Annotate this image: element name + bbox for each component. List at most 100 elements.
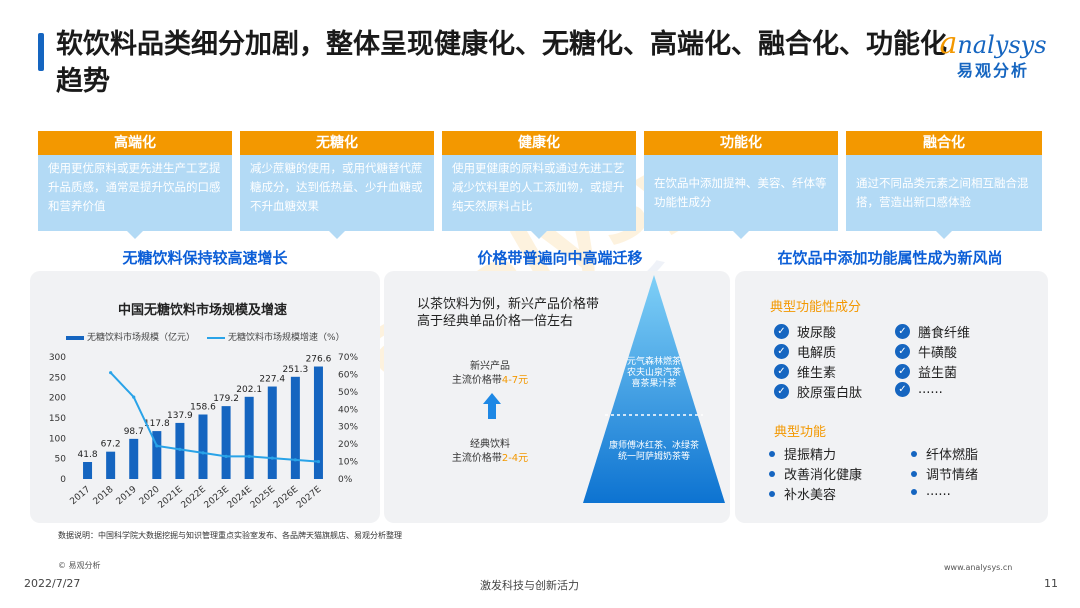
check-icon: ✓ [774,364,789,379]
function-label: 调节情绪 [926,468,979,483]
trend-card-fusion: 融合化 通过不同品类元素之间相互融合混搭，营造出新口感体验 [846,131,1042,239]
new-product-label: 新兴产品 主流价格带4-7元 [440,360,540,388]
price-pyramid [583,275,725,503]
y-left-tick: 300 [49,353,66,363]
new-price-prefix: 主流价格带 [451,375,502,386]
trend-title: 无糖化 [240,131,434,155]
growth-point [132,395,136,399]
bar-value-label: 227.4 [259,375,285,385]
trend-desc: 使用更健康的原料或通过先进工艺减少饮料里的人工添加物，或提升纯天然原料占比 [442,155,636,239]
y-left-tick: 150 [49,414,66,424]
chart-bar [152,431,162,479]
classic-product-label: 经典饮料 主流价格带2-4元 [440,438,540,466]
legend-bar-label: 无糖饮料市场规模（亿元） [87,333,196,343]
legend-line-swatch [207,336,226,339]
pyramid-shape [583,275,725,503]
chart-bar [83,462,93,479]
function-item: 纤体燃脂 [911,444,978,463]
logo-en: analysys [928,26,1058,61]
function-label: 补水美容 [784,488,837,503]
new-price: 4-7元 [501,375,529,386]
trend-card-healthy: 健康化 使用更健康的原料或通过先进工艺减少饮料里的人工添加物，或提升纯天然原料占… [442,131,636,239]
chart-bar [244,396,254,479]
y-right-tick: 40% [338,405,358,415]
bar-value-label: 179.2 [213,394,239,404]
function-item: 补水美容 [769,484,836,503]
trend-desc: 减少蔗糖的使用，或用代糖替代蔗糖成分，达到低热量、少升血糖或不升血糖效果 [240,155,434,239]
trend-title: 健康化 [442,131,636,155]
growth-point [155,444,159,448]
chart-bar [267,386,277,479]
chart-title: 中国无糖饮料市场规模及增速 [118,303,288,318]
ingredient-label: ...... [918,382,943,397]
check-icon: ✓ [774,344,789,359]
y-right-tick: 60% [338,370,358,380]
chart-legend: 无糖饮料市场规模（亿元） 无糖饮料市场规模增速（%） [66,330,345,343]
y-right-tick: 50% [338,388,358,398]
bar-value-label: 41.8 [78,450,98,460]
bottom-product: 康师傅冰红茶、冰绿茶 [608,441,699,451]
check-icon: ✓ [895,364,910,379]
function-label: 改善消化健康 [784,468,863,483]
function-label: 纤体燃脂 [926,448,979,463]
function-item: ...... [911,484,951,499]
x-tick-label: 2017 [68,485,92,507]
y-right-tick: 10% [338,458,358,468]
growth-point [293,458,297,462]
bar-value-label: 251.3 [282,365,308,375]
x-tick-label: 2018 [92,484,116,507]
y-left-tick: 100 [49,434,66,444]
bullet-icon [911,488,917,495]
bar-value-label: 202.1 [236,385,262,395]
legend-line-label: 无糖饮料市场规模增速（%） [228,333,345,343]
y-right-tick: 20% [338,440,358,450]
analysys-logo: analysys 易观分析 [928,26,1058,81]
x-tick-label: 2019 [115,484,139,507]
growth-point [201,451,205,455]
trend-desc: 使用更优原料或更先进生产工艺提升品质感，通常是提升饮品的口感和营养价值 [38,155,232,239]
bullet-icon [911,450,917,457]
function-label: ...... [926,484,951,499]
check-icon: ✓ [774,384,789,399]
ingredient-label: 玻尿酸 [797,326,837,341]
functions-title: 典型功能 [774,425,827,440]
ingredient-item: ✓ 电解质 [774,342,836,361]
check-icon: ✓ [774,324,789,339]
growth-point [178,447,182,451]
footer-url[interactable]: www.analysys.cn [944,563,1013,572]
y-left-tick: 0 [60,475,66,485]
x-tick-label: 2024E [226,484,255,510]
ingredients-title: 典型功能性成分 [770,300,862,315]
chart-bar [313,366,323,479]
page-number: 11 [1044,577,1058,590]
chart-bar [106,451,116,479]
logo-letter-a: a [939,26,958,61]
classic-product-name: 经典饮料 [470,439,510,450]
trend-cards: 高端化 使用更优原料或更先进生产工艺提升品质感，通常是提升饮品的口感和营养价值 … [38,131,1042,239]
bar-value-label: 117.8 [144,419,170,429]
pyramid-top-products: 元气森林燃茶 农夫山泉汽茶 喜茶果汁茶 [600,357,708,390]
chart-bar [290,376,300,479]
trend-desc: 在饮品中添加提神、美容、纤体等功能性成分 [644,155,838,239]
data-note: 数据说明：中国科学院大数据挖掘与知识管理重点实验室发布、各品牌天猫旗舰店、易观分… [58,531,402,540]
growth-line [109,371,319,463]
new-product-price-line: 主流价格带4-7元 [440,374,540,388]
pyramid-intro: 以茶饮料为例，新兴产品价格带高于经典单品价格一倍左右 [417,297,600,329]
new-product-name: 新兴产品 [470,361,510,372]
top-product: 农夫山泉汽茶 [626,368,681,378]
check-icon: ✓ [895,344,910,359]
ingredient-item: ✓ 牛磺酸 [895,342,957,361]
ingredient-item: ✓ 维生素 [774,362,836,381]
report-date: 2022/7/27 [24,577,81,590]
x-tick-label: 2022E [180,484,209,510]
y-right-tick: 70% [338,353,358,363]
function-item: 提振精力 [769,444,836,463]
section-title-right: 在饮品中添加功能属性成为新风尚 [777,249,1003,267]
bottom-product: 统一阿萨姆奶茶等 [617,452,690,462]
arrow-up-icon [483,393,501,419]
bullet-icon [911,470,917,477]
trend-card-premium: 高端化 使用更优原料或更先进生产工艺提升品质感，通常是提升饮品的口感和营养价值 [38,131,232,239]
ingredient-label: 膳食纤维 [918,326,971,341]
classic-price-prefix: 主流价格带 [451,453,502,464]
bar-value-label: 276.6 [306,355,332,365]
